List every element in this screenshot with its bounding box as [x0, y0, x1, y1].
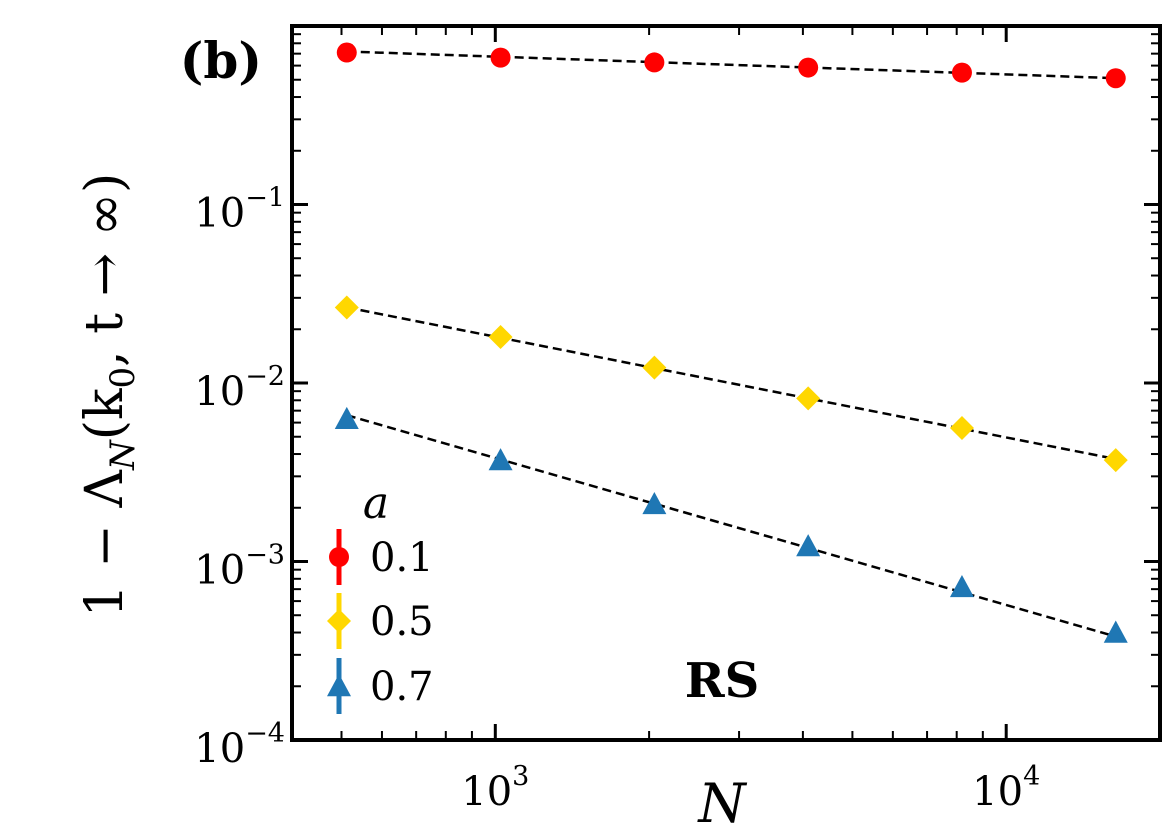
point-a-0.7: [796, 534, 821, 557]
legend-title: a: [363, 478, 389, 529]
point-a-0.1: [336, 42, 357, 63]
point-a-0.7: [488, 448, 513, 471]
legend-label: 0.1: [370, 535, 434, 581]
legend-marker-0.7: [327, 674, 351, 697]
point-a-0.5: [796, 386, 821, 411]
legend-label: 0.5: [370, 599, 434, 645]
x-axis-label: N: [696, 772, 747, 830]
point-a-0.1: [951, 62, 972, 83]
point-a-0.7: [949, 574, 974, 598]
point-a-0.5: [642, 355, 667, 380]
x-tick-label: 104: [972, 761, 1040, 815]
y-tick-label: 10−1: [194, 183, 285, 237]
y-tick-label: 10−2: [194, 361, 285, 415]
y-axis-label: 1 − ΛN(k0, t → ∞): [75, 173, 143, 618]
point-a-0.7: [334, 406, 359, 430]
legend-label: 0.7: [370, 664, 434, 710]
point-a-0.7: [1103, 620, 1128, 643]
point-a-0.5: [334, 295, 359, 320]
plot-frame: [290, 24, 1162, 742]
point-a-0.1: [1105, 68, 1126, 89]
rs-annotation: RS: [685, 653, 760, 709]
point-a-0.5: [1103, 448, 1128, 473]
data-points: [334, 42, 1128, 643]
point-a-0.5: [949, 415, 974, 440]
legend-marker-0.1: [329, 547, 349, 567]
x-tick-label: 103: [461, 761, 529, 815]
legend: a 0.1 0.5 0.7: [327, 478, 434, 714]
y-tick-label: 10−4: [194, 718, 285, 772]
fit-line-a-0.5: [346, 306, 1116, 461]
fit-line-a-0.7: [346, 414, 1117, 638]
fit-line-a-0.1: [346, 50, 1116, 80]
panel-label: (b): [180, 31, 262, 90]
fit-lines: [346, 50, 1117, 638]
point-a-0.5: [488, 325, 513, 350]
tick-labels: 103 104 10−1 10−2 10−3 10−4: [194, 183, 1040, 816]
point-a-0.1: [644, 52, 665, 73]
y-tick-label: 10−3: [194, 540, 285, 594]
point-a-0.1: [798, 57, 819, 78]
point-a-0.1: [490, 47, 511, 68]
point-a-0.7: [642, 491, 667, 515]
legend-marker-0.5: [327, 609, 351, 633]
